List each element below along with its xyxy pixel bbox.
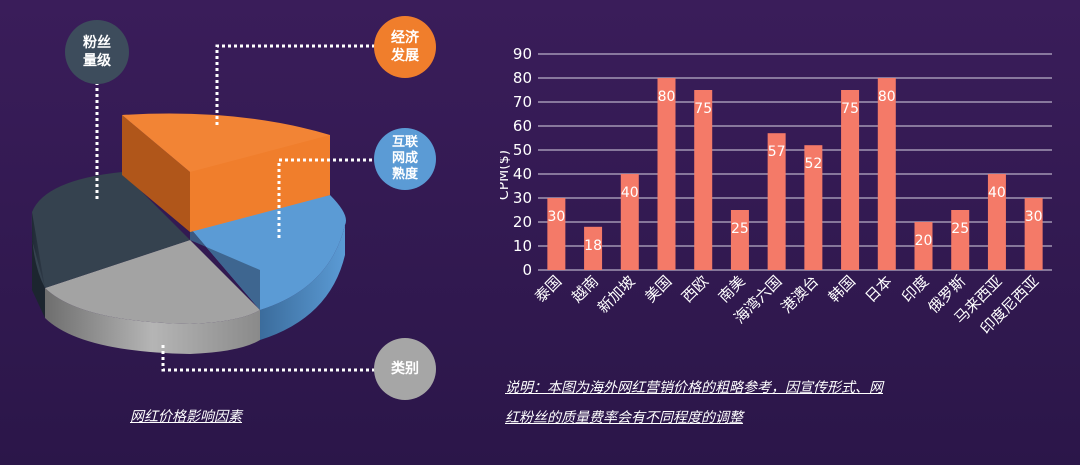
category-bubble: 类别 (374, 338, 436, 400)
fans-slice-top (31, 172, 190, 288)
internet-slice-side (260, 225, 345, 340)
bar-value-label: 57 (768, 144, 786, 160)
y-tick-label: 60 (513, 117, 532, 135)
bar (1024, 198, 1043, 270)
category-leader-line (161, 345, 375, 372)
internet-slice-top (190, 195, 346, 310)
cpm-bar-chart: 0 10 20 30 40 50 60 70 80 90 30 18 40 80 75 25 57 52 75 80… (500, 45, 1052, 338)
bar (987, 174, 1006, 270)
y-axis-label: CPM($) (500, 150, 512, 200)
fans-slice-front (32, 212, 45, 288)
category-slice-top (45, 240, 260, 324)
bar-value-label: 25 (731, 221, 749, 237)
bar-value-label: 75 (841, 101, 859, 117)
economy-slice-front (190, 135, 330, 232)
note-line-1: 说明：本图为海外网红营销价格的粗略参考，因宣传形式、网 (505, 380, 883, 396)
x-tick-label: 新加坡 (594, 272, 639, 317)
bar-value-label: 40 (988, 185, 1006, 201)
internet-slice-inner (190, 228, 260, 310)
economy-leader-line (215, 44, 375, 125)
x-tick-label: 西欧 (678, 272, 712, 306)
y-tick-label: 70 (513, 93, 532, 111)
bar-value-label: 75 (694, 101, 712, 117)
bar (657, 78, 676, 270)
category-slice-side (45, 288, 260, 354)
y-tick-label: 90 (513, 45, 532, 63)
y-tick-label: 50 (513, 141, 532, 159)
x-tick-label: 港澳台 (778, 272, 823, 317)
bar (620, 174, 639, 270)
bar (841, 90, 860, 270)
y-tick-label: 0 (522, 261, 532, 279)
fans-bubble: 粉丝 量级 (65, 20, 129, 84)
bars (547, 78, 1043, 270)
y-tick-label: 10 (513, 237, 532, 255)
y-tick-label: 20 (513, 213, 532, 231)
y-tick-labels: 0 10 20 30 40 50 60 70 80 90 (513, 45, 532, 279)
bar-value-label: 30 (547, 209, 565, 225)
internet-leader-line (277, 158, 375, 238)
data-labels: 30 18 40 80 75 25 57 52 75 80 20 25 40 30 (547, 89, 1042, 254)
economy-slice-side (122, 115, 190, 232)
x-tick-label: 美国 (641, 272, 675, 306)
bar (877, 78, 896, 270)
bar (914, 222, 933, 270)
bar-value-label: 20 (915, 233, 933, 249)
grid-lines (538, 53, 1052, 271)
y-tick-label: 40 (513, 165, 532, 183)
pie-caption: 网红价格影响因素 (130, 409, 242, 425)
bar (547, 198, 566, 270)
bar (730, 210, 749, 270)
internet-bubble: 互联 网成 熟度 (374, 128, 436, 190)
x-tick-label: 韩国 (825, 272, 859, 306)
bar (951, 210, 970, 270)
bar (804, 145, 823, 270)
economy-bubble: 经济 发展 (374, 16, 436, 78)
chart-note: 说明：本图为海外网红营销价格的粗略参考，因宣传形式、网 红粉丝的质量费率会有不同… (505, 373, 1065, 433)
bar (767, 133, 786, 270)
y-tick-label: 80 (513, 69, 532, 87)
bar-value-label: 52 (804, 156, 822, 172)
influencer-factors-panel: 粉丝 量级 经济 发展 互联 网成 熟度 类别 网红价格影响因素 (0, 0, 470, 465)
note-line-2: 红粉丝的质量费率会有不同程度的调整 (505, 410, 743, 426)
bar-value-label: 18 (584, 238, 602, 254)
bar-value-label: 30 (1025, 209, 1043, 225)
bar-value-label: 80 (658, 89, 676, 105)
bar-value-label: 25 (951, 221, 969, 237)
bar-value-label: 40 (621, 185, 639, 201)
bar (694, 90, 713, 270)
bar (584, 226, 603, 270)
x-tick-label: 泰国 (531, 272, 565, 306)
y-tick-label: 30 (513, 189, 532, 207)
x-tick-label: 日本 (862, 272, 896, 306)
bar-value-label: 80 (878, 89, 896, 105)
factor-pie-3d (31, 44, 375, 372)
